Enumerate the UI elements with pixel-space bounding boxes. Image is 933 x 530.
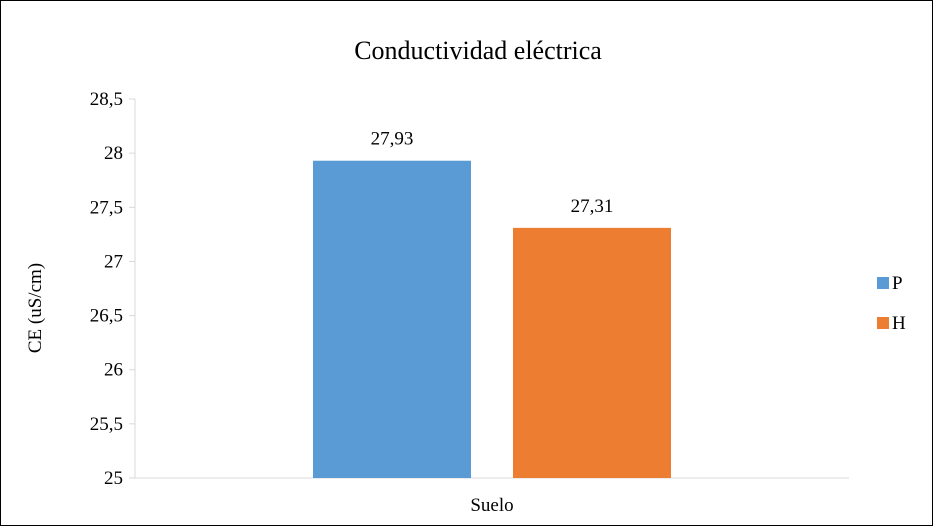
y-tick-label: 25,5 <box>90 414 123 435</box>
y-tick-label: 28,5 <box>90 89 123 110</box>
y-tick-label: 26,5 <box>90 306 123 327</box>
y-tick-label: 25 <box>104 468 123 489</box>
bar-H <box>513 227 671 478</box>
plot-area: 25 25,5 26 26,5 27 27,5 28 28,5 27,93 27,31 Suelo <box>90 89 849 516</box>
chart-title: Conductividad eléctrica <box>354 36 602 65</box>
y-tick-label: 26 <box>104 360 123 381</box>
legend-swatch-P <box>877 277 889 289</box>
data-label-H: 27,31 <box>571 196 614 217</box>
y-axis-label: CE (uS/cm) <box>25 263 46 353</box>
legend-label-H: H <box>892 313 906 334</box>
x-category-label: Suelo <box>470 495 513 516</box>
y-tick-label: 28 <box>104 143 123 164</box>
legend-swatch-H <box>877 317 889 329</box>
y-tick-label: 27,5 <box>90 197 123 218</box>
legend-label-P: P <box>892 273 903 294</box>
legend: PH <box>877 273 906 334</box>
bar-P <box>313 160 471 479</box>
data-label-P: 27,93 <box>371 129 414 150</box>
y-tick-label: 27 <box>104 251 123 272</box>
